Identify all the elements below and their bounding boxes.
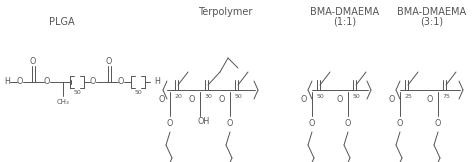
Text: O: O	[301, 96, 307, 104]
Text: O: O	[227, 120, 233, 128]
Text: 50: 50	[352, 94, 360, 99]
Text: O: O	[118, 77, 124, 87]
Text: Terpolymer: Terpolymer	[198, 7, 252, 17]
Text: 75: 75	[442, 94, 450, 99]
Text: O: O	[345, 120, 351, 128]
Text: 50: 50	[316, 94, 324, 99]
Text: O: O	[435, 120, 441, 128]
Text: CH₃: CH₃	[56, 99, 69, 105]
Text: OH: OH	[198, 117, 210, 127]
Text: O: O	[337, 96, 343, 104]
Text: (3:1): (3:1)	[420, 17, 444, 27]
Text: 50: 50	[134, 89, 142, 94]
Text: O: O	[167, 120, 173, 128]
Text: H: H	[154, 77, 160, 87]
Text: O: O	[219, 96, 225, 104]
Text: 50: 50	[73, 89, 81, 94]
Text: O: O	[17, 77, 23, 87]
Text: O: O	[189, 96, 195, 104]
Text: O: O	[44, 77, 50, 87]
Text: O: O	[30, 58, 36, 66]
Text: H: H	[4, 77, 10, 87]
Text: BMA-DMAEMA: BMA-DMAEMA	[310, 7, 380, 17]
Text: 25: 25	[404, 94, 412, 99]
Text: O: O	[397, 120, 403, 128]
Text: O: O	[427, 96, 433, 104]
Text: O: O	[90, 77, 96, 87]
Text: 30: 30	[204, 94, 212, 99]
Text: O: O	[309, 120, 315, 128]
Text: 20: 20	[174, 94, 182, 99]
Text: PLGA: PLGA	[49, 17, 75, 27]
Text: 50: 50	[234, 94, 242, 99]
Text: O: O	[106, 58, 112, 66]
Text: BMA-DMAEMA: BMA-DMAEMA	[397, 7, 466, 17]
Text: O: O	[159, 96, 165, 104]
Text: O: O	[389, 96, 395, 104]
Text: (1:1): (1:1)	[333, 17, 356, 27]
